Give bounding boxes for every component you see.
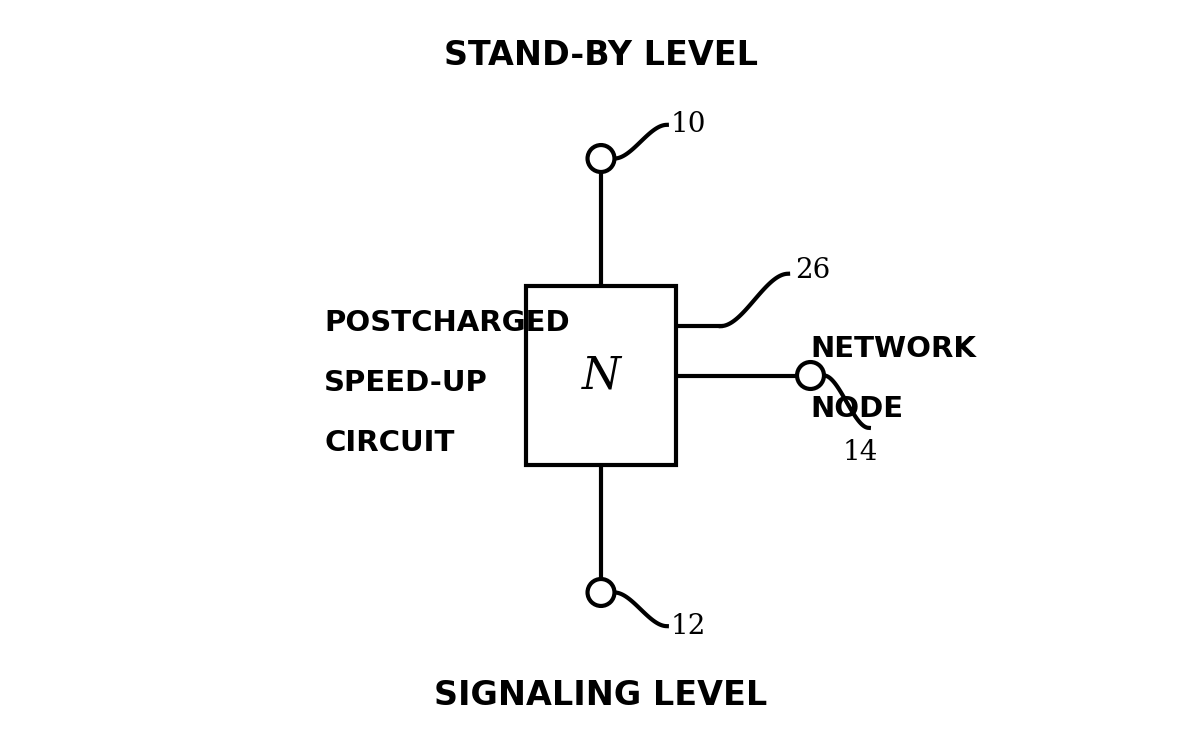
Text: NETWORK: NETWORK [810, 335, 976, 363]
Circle shape [797, 362, 823, 389]
Text: CIRCUIT: CIRCUIT [325, 429, 454, 457]
Text: SIGNALING LEVEL: SIGNALING LEVEL [434, 679, 768, 712]
Circle shape [588, 579, 614, 606]
Text: N: N [582, 354, 620, 397]
Text: STAND-BY LEVEL: STAND-BY LEVEL [444, 39, 758, 72]
Text: 26: 26 [796, 257, 831, 283]
Text: 14: 14 [843, 439, 877, 466]
Text: POSTCHARGED: POSTCHARGED [325, 309, 570, 337]
Text: NODE: NODE [810, 395, 904, 423]
Text: 10: 10 [671, 111, 706, 138]
Circle shape [588, 145, 614, 172]
Bar [526, 285, 676, 466]
Text: SPEED-UP: SPEED-UP [325, 369, 488, 397]
Text: 12: 12 [671, 613, 706, 640]
